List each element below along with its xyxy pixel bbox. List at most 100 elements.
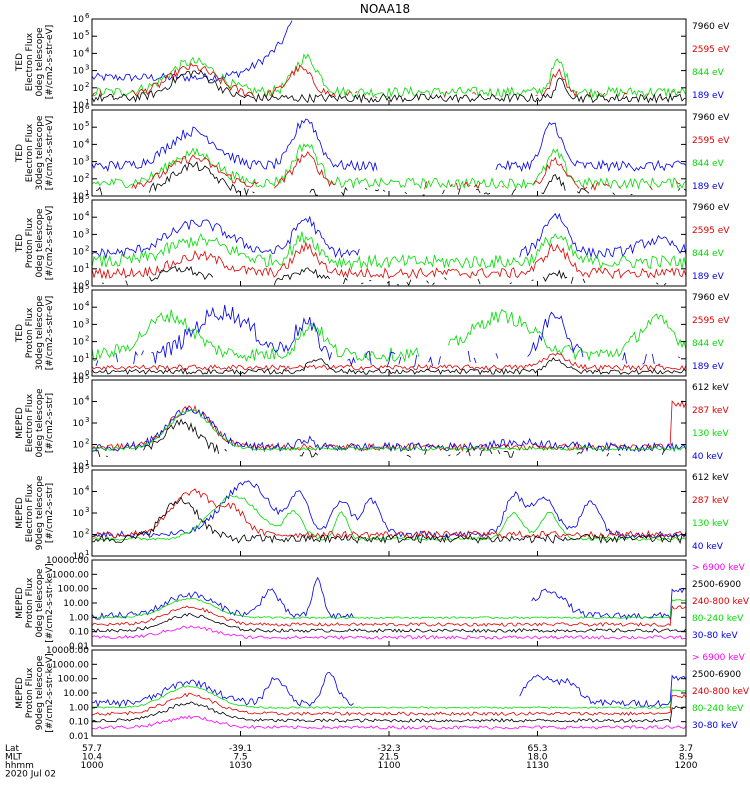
- panel-2-ytick-label: 10: [73, 140, 85, 150]
- panel-1-ytick-exp: 1: [85, 98, 89, 106]
- panel-8-ylabel-line: MEPED: [15, 677, 25, 709]
- panel-8-legend-black: 2500-6900: [692, 670, 741, 680]
- panel-7-legend-green: 80-240 keV: [692, 614, 744, 624]
- panel-6-legend-red: 287 keV: [692, 496, 729, 506]
- panel-8: 0.010.101.0010.00100.001000.0010000.00ME…: [15, 646, 750, 742]
- panel-6-ytick-exp: 1: [85, 549, 89, 557]
- panel-6-ytick-exp: 5: [85, 463, 89, 471]
- panel-2-legend-green: 844 eV: [692, 159, 725, 169]
- panel-7-ytick-label: 0.01: [69, 642, 89, 652]
- panel-7-ytick-label: 0.10: [69, 628, 89, 638]
- panel-4-frame: [91, 289, 687, 377]
- panel-4-ytick-label: 10: [73, 286, 85, 296]
- xaxis-row-label: 2020 Jul 02: [5, 770, 56, 780]
- panel-5-trace-red: [91, 400, 687, 452]
- panel-7-ylabel-line: [#/cm2-s-str-keV]: [45, 563, 55, 642]
- panel-2-ytick-label: 10: [73, 192, 85, 202]
- panel-1-ylabel-line: 0deg telescope: [35, 27, 45, 97]
- panel-2-ytick-label: 10: [73, 123, 85, 133]
- xaxis-hhmm-label: 1030: [229, 761, 252, 771]
- panel-1-ylabel-line: Electron Flux: [25, 32, 35, 91]
- panel-2-trace-green: [91, 143, 687, 190]
- panel-6-ylabel-line: Electron Flux: [25, 483, 35, 542]
- panel-6-trace-black: [91, 496, 687, 545]
- panel-2-ylabel-line: 30deg telescope: [35, 115, 45, 190]
- panel-3-ytick-label: 10: [73, 282, 85, 292]
- panel-7-ytick-label: 1000.00: [52, 570, 89, 580]
- panel-8-legend-magenta: > 6900 keV: [692, 653, 746, 663]
- panel-4-legend-blue: 189 eV: [692, 362, 725, 372]
- chart-title: NOAA18: [360, 2, 410, 16]
- panel-4-ylabel-line: TED: [15, 324, 25, 343]
- panel-8-legend-red: 240-800 keV: [692, 687, 750, 697]
- panel-6-ylabel-line: 90deg telescope: [35, 475, 45, 550]
- panel-7-trace-magenta: [91, 625, 687, 640]
- panel-6-legend-blue: 40 keV: [692, 542, 724, 552]
- panel-4-ytick-exp: 1: [85, 352, 89, 360]
- panel-2-ytick-label: 10: [73, 175, 85, 185]
- panel-2-ytick-label: 10: [73, 158, 85, 168]
- panel-8-trace-magenta: [91, 715, 687, 730]
- panel-5-trace-green: [91, 409, 687, 452]
- panel-7-ylabel: MEPEDProton Flux0deg telescope[#/cm2-s-s…: [15, 563, 55, 642]
- panel-7-trace-black: [91, 612, 687, 633]
- panel-8-ytick-label: 10000.00: [46, 646, 89, 656]
- panel-8-trace-black: [91, 701, 687, 723]
- panel-4-trace-green: [91, 308, 687, 363]
- panel-5-ytick-exp: 1: [85, 459, 89, 467]
- panel-7-legend-magenta: > 6900 keV: [692, 563, 746, 573]
- panel-2-ylabel: TEDElectron Flux30deg telescope[#/cm2-s-…: [15, 115, 55, 190]
- panel-8-legend-blue: 30-80 keV: [692, 721, 738, 731]
- panel-7: 0.010.101.0010.00100.001000.0010000.00ME…: [15, 556, 750, 652]
- panel-6-trace-blue: [91, 480, 687, 539]
- panel-3-ytick-exp: 4: [85, 210, 90, 218]
- panel-5-ytick-exp: 2: [85, 438, 89, 446]
- panel-5-ytick-label: 10: [73, 376, 85, 386]
- panel-2-legend-blue: 189 eV: [692, 182, 725, 192]
- panel-6-ytick-label: 10: [73, 488, 85, 498]
- panel-8-ylabel-line: [#/cm2-s-str-keV]: [45, 653, 55, 732]
- panel-6-ytick-exp: 2: [85, 528, 89, 536]
- panel-8-trace-green: [91, 685, 687, 710]
- panel-6-ylabel: MEPEDElectron Flux90deg telescope[#/cm2-…: [15, 475, 55, 550]
- panel-1-ytick-label: 10: [73, 15, 85, 25]
- panel-4-ytick-label: 10: [73, 338, 85, 348]
- panel-7-legend-black: 2500-6900: [692, 580, 741, 590]
- panel-8-legend-green: 80-240 keV: [692, 704, 744, 714]
- xaxis-mlt-label: 10.4: [82, 753, 102, 763]
- panel-7-trace-green: [91, 598, 687, 619]
- xaxis-mlt-label: 18.0: [527, 753, 547, 763]
- panel-5-ytick-label: 10: [73, 462, 85, 472]
- panel-5-legend-black: 612 keV: [692, 383, 729, 393]
- panel-3-ytick-exp: 5: [85, 193, 89, 201]
- panel-3-trace-blue: [91, 212, 687, 260]
- panel-1-legend-red: 2595 eV: [692, 45, 730, 55]
- panel-3-ylabel-line: Proton Flux: [25, 217, 35, 268]
- panel-3-ytick-exp: 2: [85, 245, 89, 253]
- panel-1-ytick-exp: 5: [85, 29, 89, 37]
- panel-3-legend-blue: 189 eV: [692, 272, 725, 282]
- panel-4-legend-green: 844 eV: [692, 339, 725, 349]
- panel-4-ytick-exp: 3: [85, 317, 89, 325]
- panel-6-ytick-exp: 4: [85, 485, 90, 493]
- panel-3-trace-green: [91, 231, 687, 271]
- panel-2-ytick-label: 10: [73, 106, 85, 116]
- panel-8-frame: [91, 649, 687, 737]
- panel-4-ytick-label: 10: [73, 372, 85, 382]
- panel-2-ytick-exp: 4: [85, 137, 90, 145]
- panel-1-ytick-exp: 2: [85, 81, 89, 89]
- panel-3-ytick-label: 10: [73, 248, 85, 258]
- panel-8-ylabel: MEPEDProton Flux90deg telescope[#/cm2-s-…: [15, 653, 55, 732]
- panel-4-ylabel-line: Proton Flux: [25, 307, 35, 358]
- xaxis-lat-label: 65.3: [527, 744, 547, 754]
- panel-7-ytick-label: 100.00: [58, 585, 90, 595]
- panel-6-ytick-exp: 3: [85, 506, 89, 514]
- panel-5-ytick-label: 10: [73, 398, 85, 408]
- xaxis-row-label: Lat: [5, 744, 20, 754]
- panel-3-legend-red: 2595 eV: [692, 226, 730, 236]
- panel-2-ytick-exp: 6: [85, 103, 90, 111]
- panel-3-ytick-label: 10: [73, 265, 85, 275]
- panel-1-ylabel: TEDElectron Flux0deg telescope[#/cm2-s-s…: [15, 25, 55, 100]
